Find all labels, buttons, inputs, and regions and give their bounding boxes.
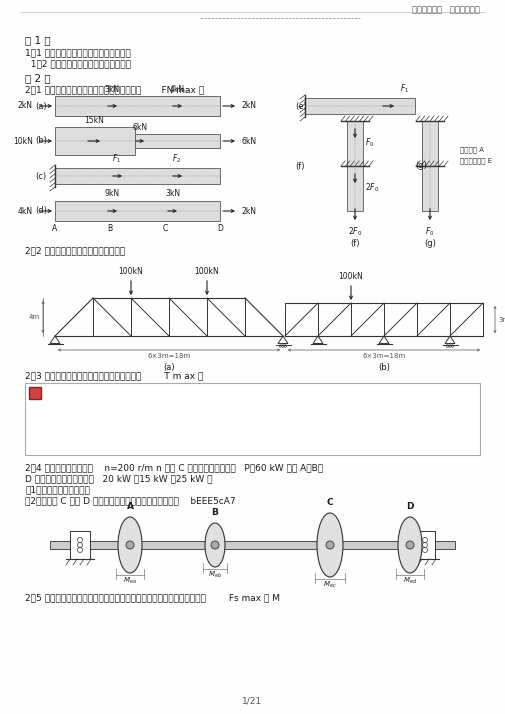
Text: 15kN: 15kN bbox=[84, 116, 104, 125]
Text: 6×3m=18m: 6×3m=18m bbox=[147, 353, 190, 359]
Text: $2F_0$: $2F_0$ bbox=[365, 182, 379, 194]
Bar bbox=[422, 121, 438, 211]
Text: 2－3 试作图示各杆的扭距图，并确定最大扭距        T m ax 。: 2－3 试作图示各杆的扭距图，并确定最大扭距 T m ax 。 bbox=[25, 371, 204, 380]
Text: A: A bbox=[53, 224, 58, 233]
Circle shape bbox=[126, 541, 134, 549]
Text: 个人收集整理   仅供参考学习: 个人收集整理 仅供参考学习 bbox=[412, 5, 480, 14]
Circle shape bbox=[326, 541, 334, 549]
Bar bbox=[55, 127, 135, 155]
Text: 3kN: 3kN bbox=[105, 85, 120, 94]
Text: $M_{eb}$: $M_{eb}$ bbox=[208, 570, 222, 580]
Circle shape bbox=[211, 541, 219, 549]
Bar bbox=[55, 96, 220, 116]
Text: 1－1 什么是构件的强度、刚度和稳定性？: 1－1 什么是构件的强度、刚度和稳定性？ bbox=[25, 48, 131, 57]
Text: 2kN: 2kN bbox=[242, 206, 257, 216]
Text: 2kN: 2kN bbox=[18, 101, 33, 111]
Text: $M_{ea}$: $M_{ea}$ bbox=[123, 576, 137, 586]
Text: (f): (f) bbox=[295, 161, 305, 171]
Text: (b): (b) bbox=[378, 363, 390, 372]
Text: 4kN: 4kN bbox=[170, 85, 184, 94]
Bar bbox=[70, 531, 90, 559]
Text: 10kN: 10kN bbox=[13, 136, 33, 146]
Text: 6kN: 6kN bbox=[132, 123, 147, 132]
Text: 6×3m=18m: 6×3m=18m bbox=[363, 353, 406, 359]
Text: (g): (g) bbox=[424, 239, 436, 248]
Text: 2－5 试列出图示各梁的剪力方程和弯矩方程，作剪力图和弯矩图，并确定        Fs max 及 M: 2－5 试列出图示各梁的剪力方程和弯矩方程，作剪力图和弯矩图，并确定 Fs ma… bbox=[25, 593, 280, 602]
Text: 第 2 章: 第 2 章 bbox=[25, 73, 50, 83]
Ellipse shape bbox=[118, 517, 142, 573]
Text: C: C bbox=[327, 498, 333, 507]
Bar bbox=[50, 541, 455, 549]
Text: 1/21: 1/21 bbox=[242, 696, 262, 705]
Text: 2kN: 2kN bbox=[242, 101, 257, 111]
Text: B: B bbox=[212, 508, 219, 517]
Text: D: D bbox=[406, 502, 414, 511]
Text: 100kN: 100kN bbox=[119, 267, 143, 276]
Text: D: D bbox=[217, 224, 223, 233]
Text: 1－2 材料力学对变形固体有哪些假设？: 1－2 材料力学对变形固体有哪些假设？ bbox=[25, 59, 131, 68]
Bar bbox=[55, 201, 220, 221]
Text: $F_1$: $F_1$ bbox=[400, 83, 410, 95]
Text: $2F_0$: $2F_0$ bbox=[348, 226, 362, 238]
Bar bbox=[347, 121, 363, 211]
Text: 4kN: 4kN bbox=[18, 206, 33, 216]
Text: $F_2$: $F_2$ bbox=[172, 153, 182, 165]
Text: （2）若将轮 C 与轮 D 对调，试分析对轴的受力是否有利。    bEEE5cA7: （2）若将轮 C 与轮 D 对调，试分析对轴的受力是否有利。 bEEE5cA7 bbox=[25, 496, 236, 505]
Text: (c): (c) bbox=[35, 171, 46, 181]
Ellipse shape bbox=[398, 517, 422, 573]
Text: 9kN: 9kN bbox=[105, 189, 120, 198]
Text: 材料弹性模量 E: 材料弹性模量 E bbox=[460, 157, 492, 164]
Text: (d): (d) bbox=[35, 206, 47, 216]
Text: (e): (e) bbox=[295, 101, 307, 111]
Bar bbox=[55, 168, 220, 184]
Text: （1）试绘该轴的扭矩图。: （1）试绘该轴的扭矩图。 bbox=[25, 485, 90, 494]
Circle shape bbox=[406, 541, 414, 549]
Text: D 均为从动轮，输出功率为   20 kW 、15 kW 、25 kW 。: D 均为从动轮，输出功率为 20 kW 、15 kW 、25 kW 。 bbox=[25, 474, 213, 483]
Text: $F_1$: $F_1$ bbox=[113, 153, 122, 165]
Ellipse shape bbox=[317, 513, 343, 577]
Text: A: A bbox=[126, 502, 133, 511]
Text: $M_{ec}$: $M_{ec}$ bbox=[323, 580, 337, 590]
Text: (f): (f) bbox=[350, 239, 360, 248]
Text: 100kN: 100kN bbox=[194, 267, 219, 276]
Text: C: C bbox=[163, 224, 168, 233]
Text: 截面面积 A: 截面面积 A bbox=[460, 146, 484, 153]
Text: 6kN: 6kN bbox=[242, 136, 257, 146]
Text: 3m: 3m bbox=[498, 316, 505, 323]
Text: 2－4 图示一传动轴，转速    n=200 r/m n ，轴 C 为主动轮，输入功率   P＝60 kW ，轮 A、B、: 2－4 图示一传动轴，转速 n=200 r/m n ，轴 C 为主动轮，输入功率… bbox=[25, 463, 323, 472]
Bar bbox=[135, 134, 220, 148]
Text: 2－2 试求图示桁架各指定杆件的轴力。: 2－2 试求图示桁架各指定杆件的轴力。 bbox=[25, 246, 125, 255]
Bar bbox=[415, 531, 435, 559]
Ellipse shape bbox=[205, 523, 225, 567]
Text: $F_0$: $F_0$ bbox=[425, 226, 435, 238]
Text: B: B bbox=[108, 224, 113, 233]
Text: 2－1 试作图示各杆的轴力图，并确定最大轴力       FN max 。: 2－1 试作图示各杆的轴力图，并确定最大轴力 FN max 。 bbox=[25, 85, 204, 94]
Text: (a): (a) bbox=[35, 101, 46, 111]
Bar bbox=[25, 383, 480, 455]
Text: (b): (b) bbox=[35, 136, 47, 146]
Bar bbox=[305, 98, 415, 114]
Text: 3kN: 3kN bbox=[166, 189, 181, 198]
Text: $M_{ed}$: $M_{ed}$ bbox=[403, 576, 417, 586]
Text: $F_0$: $F_0$ bbox=[365, 137, 375, 149]
Text: 第 1 章: 第 1 章 bbox=[25, 35, 50, 45]
Text: (a): (a) bbox=[163, 363, 175, 372]
Text: 100kN: 100kN bbox=[339, 272, 364, 281]
Text: 4m: 4m bbox=[29, 314, 40, 320]
Text: (g): (g) bbox=[415, 161, 427, 171]
